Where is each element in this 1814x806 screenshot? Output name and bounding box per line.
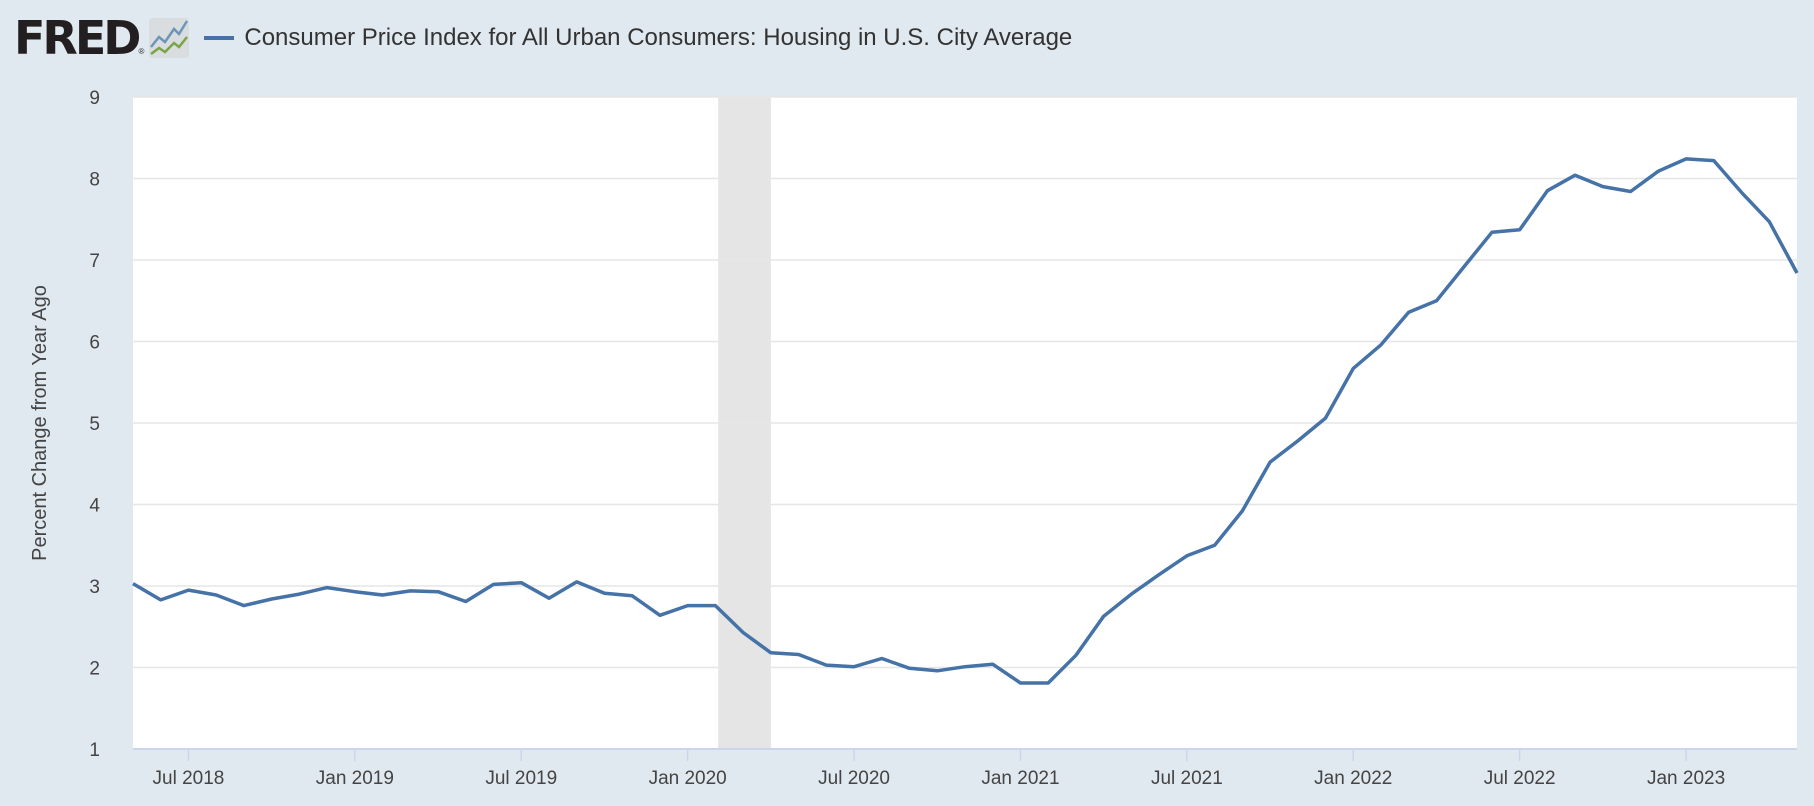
chart-header: FRED ® Consumer Price Index for All Urba… <box>14 11 1073 65</box>
x-tick-label: Jul 2020 <box>818 768 890 789</box>
y-tick-label: 7 <box>89 251 100 272</box>
x-tick-label: Jan 2022 <box>1314 768 1392 789</box>
legend-label[interactable]: Consumer Price Index for All Urban Consu… <box>244 24 1073 51</box>
x-tick-label: Jul 2019 <box>485 768 557 789</box>
y-axis-title: Percent Change from Year Ago <box>29 285 51 561</box>
legend-swatch <box>204 36 235 40</box>
x-tick-label: Jul 2022 <box>1484 768 1556 789</box>
fred-logo[interactable]: FRED <box>14 11 141 65</box>
y-tick-label: 1 <box>89 740 100 761</box>
x-tick-label: Jan 2023 <box>1647 768 1725 789</box>
y-tick-label: 5 <box>89 414 100 435</box>
y-tick-label: 8 <box>89 170 100 191</box>
x-tick-label: Jul 2021 <box>1151 768 1223 789</box>
y-tick-label: 6 <box>89 333 100 354</box>
x-tick-label: Jan 2020 <box>649 768 727 789</box>
fred-graph-icon <box>149 18 190 58</box>
x-tick-label: Jul 2018 <box>153 768 225 789</box>
y-tick-label: 9 <box>89 88 100 109</box>
y-tick-label: 2 <box>89 659 100 680</box>
y-tick-label: 3 <box>89 577 100 598</box>
series-line[interactable] <box>132 157 1799 685</box>
y-tick-label: 4 <box>89 496 100 517</box>
x-tick-label: Jan 2021 <box>981 768 1059 789</box>
fred-logo-registered: ® <box>138 47 145 56</box>
x-tick-label: Jan 2019 <box>316 768 394 789</box>
